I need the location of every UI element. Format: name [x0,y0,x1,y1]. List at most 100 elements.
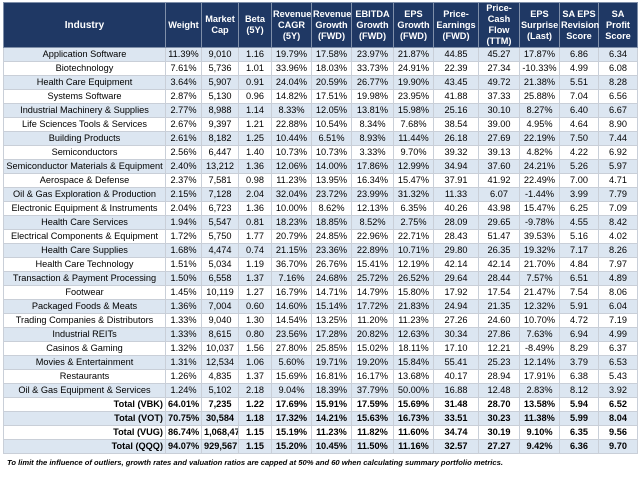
cell: 16.17% [351,369,394,384]
row-label: Oil & Gas Equipment & Services [3,383,166,398]
column-header: Price-Cash Flow (TTM) [478,2,520,48]
cell: 7.68% [393,117,434,132]
cell: 3.99 [559,187,599,202]
cell: 17.51% [311,89,352,104]
cell: 17.69% [271,397,312,412]
cell: 3.79 [559,355,599,370]
cell: 6.07 [478,187,520,202]
cell: 2.40% [165,159,202,174]
cell: 13.81% [351,103,394,118]
cell: 1.51% [165,257,202,272]
cell: 15.98% [393,103,434,118]
cell: 0.98 [238,173,272,188]
cell: 15.02% [351,341,394,356]
cell: 6.34 [598,47,638,62]
cell: 6.37 [598,341,638,356]
cell: 26.52% [393,271,434,286]
cell: 2.04% [165,201,202,216]
cell: 26.77% [351,75,394,90]
cell: 42.14 [433,257,479,272]
cell: 2.61% [165,131,202,146]
cell: 2.04 [238,187,272,202]
cell: 9.10% [519,425,560,440]
cell: 30.19 [478,425,520,440]
cell: 1.25 [238,131,272,146]
cell: 28.44 [478,271,520,286]
cell: 14.21% [311,411,352,426]
cell: 0.91 [238,75,272,90]
cell: 5.94 [559,397,599,412]
cell: 3.64% [165,75,202,90]
cell: 12.21 [478,341,520,356]
cell: 12.19% [393,257,434,272]
cell: 7.17 [559,243,599,258]
table-row: Movies & Entertainment 1.31% 12,534 1.06 5.6… [3,355,638,370]
cell: 5,547 [201,215,239,230]
cell: 1.45% [165,285,202,300]
row-label: Electrical Components & Equipment [3,229,166,244]
cell: 2.77% [165,103,202,118]
cell: 16.88 [433,383,479,398]
footnote: To limit the influence of outliers, grow… [7,458,503,467]
table-row: Biotechnology 7.61% 5,736 1.01 33.96% 18.03% 3… [3,61,638,76]
cell: 37.91 [433,173,479,188]
cell: 22.96% [351,229,394,244]
cell: 10.45% [311,439,352,454]
cell: 31.32% [393,187,434,202]
cell: 4.89 [598,271,638,286]
cell: 23.95% [393,89,434,104]
table-row: Trading Companies & Distributors 1.33% 9,0… [3,313,638,328]
cell: 1.26% [165,369,202,384]
cell: 44.85 [433,47,479,62]
cell: 8.42 [598,215,638,230]
cell: 11.60% [393,425,434,440]
row-label: Transaction & Payment Processing [3,271,166,286]
cell: 8.28 [598,75,638,90]
cell: 28.94 [478,369,520,384]
cell: 1.36 [238,159,272,174]
row-label: Health Care Services [3,215,166,230]
cell: 21.47% [519,285,560,300]
cell: 34.94 [433,159,479,174]
cell: 5.26 [559,159,599,174]
cell: 17.86% [351,159,394,174]
cell: 1,068,475 [201,425,239,440]
cell: 13.58% [519,397,560,412]
row-label: Total (VUG) [3,425,166,440]
cell: 1.37 [238,271,272,286]
table-body: Application Software 11.39% 9,010 1.16 19.79… [3,47,638,454]
cell: 8.90 [598,117,638,132]
row-label: Electronic Equipment & Instruments [3,201,166,216]
cell: 15.41% [351,257,394,272]
cell: 24.21% [519,159,560,174]
cell: 1.33% [165,327,202,342]
cell: 6.08 [598,61,638,76]
cell: 2.75% [393,215,434,230]
cell: 39.13 [478,145,520,160]
table-row: Oil & Gas Equipment & Services 1.24% 5,102… [3,383,638,398]
cell: 929,567 [201,439,239,454]
table-row: Health Care Technology 1.51% 5,034 1.19 36.7… [3,257,638,272]
cell: 1.68% [165,243,202,258]
cell: 1.36 [238,201,272,216]
table-row: Building Products 2.61% 8,182 1.25 10.44% 6.5… [3,131,638,146]
table-row: Transaction & Payment Processing 1.50% 6,5… [3,271,638,286]
cell: 7.44 [598,131,638,146]
cell: 23.97% [351,47,394,62]
cell: 5,130 [201,89,239,104]
cell: -1.44% [519,187,560,202]
cell: 42.14 [478,257,520,272]
cell: 15.69% [271,369,312,384]
cell: 37.79% [351,383,394,398]
cell: 13.25% [311,313,352,328]
cell: 2.56% [165,145,202,160]
cell: 6.25 [559,201,599,216]
cell: 33.73% [351,61,394,76]
cell: 0.96 [238,89,272,104]
column-header: Beta (5Y) [238,2,272,48]
cell: 27.27 [478,439,520,454]
cell: 5.51 [559,75,599,90]
cell: 17.54 [478,285,520,300]
row-label: Trading Companies & Distributors [3,313,166,328]
cell: 30,584 [201,411,239,426]
